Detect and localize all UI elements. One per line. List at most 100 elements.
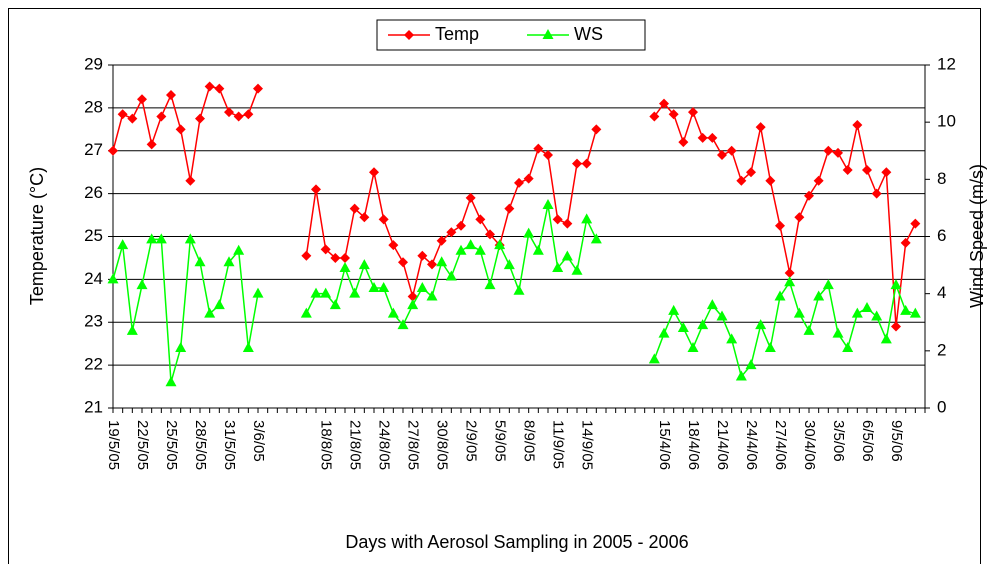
marker bbox=[523, 227, 535, 238]
marker bbox=[746, 167, 756, 178]
marker bbox=[252, 287, 264, 298]
marker bbox=[107, 273, 119, 284]
x-tick-label: 27/4/06 bbox=[772, 420, 789, 470]
marker bbox=[407, 291, 418, 302]
x-tick-label: 22/5/05 bbox=[134, 420, 151, 470]
y2-tick-label: 4 bbox=[937, 283, 946, 302]
marker bbox=[775, 220, 785, 231]
marker bbox=[881, 167, 892, 178]
marker bbox=[117, 109, 128, 120]
marker bbox=[668, 109, 679, 120]
marker bbox=[659, 98, 669, 109]
marker bbox=[484, 279, 496, 290]
marker bbox=[204, 81, 215, 92]
marker bbox=[852, 120, 863, 131]
x-tick-label: 2/9/05 bbox=[463, 420, 480, 462]
marker bbox=[349, 203, 360, 214]
marker bbox=[300, 307, 312, 318]
marker bbox=[146, 233, 158, 244]
marker bbox=[455, 244, 467, 255]
marker bbox=[195, 113, 205, 124]
marker bbox=[842, 341, 854, 352]
marker bbox=[862, 165, 872, 176]
marker bbox=[871, 310, 883, 321]
marker bbox=[823, 145, 834, 156]
x-tick-label: 3/6/05 bbox=[250, 420, 267, 462]
x-tick-label: 9/5/06 bbox=[888, 420, 905, 462]
marker bbox=[591, 124, 602, 135]
marker bbox=[880, 333, 892, 344]
marker bbox=[552, 261, 564, 272]
marker bbox=[233, 244, 245, 255]
marker bbox=[465, 192, 476, 203]
y2-axis-title: Wind Speed (m/s) bbox=[967, 164, 987, 308]
marker bbox=[794, 212, 805, 223]
marker bbox=[126, 324, 138, 335]
marker bbox=[223, 256, 235, 267]
marker bbox=[677, 321, 689, 332]
marker bbox=[320, 244, 331, 255]
marker bbox=[224, 107, 234, 118]
marker bbox=[832, 327, 844, 338]
marker bbox=[184, 233, 196, 244]
marker bbox=[117, 239, 129, 250]
marker bbox=[320, 287, 332, 298]
marker bbox=[765, 175, 776, 186]
y-tick-label: 25 bbox=[84, 226, 103, 245]
x-tick-label: 19/5/05 bbox=[105, 420, 122, 470]
marker bbox=[349, 287, 361, 298]
marker bbox=[513, 284, 525, 295]
x-tick-label: 14/9/05 bbox=[579, 420, 596, 470]
marker bbox=[416, 281, 428, 292]
marker bbox=[301, 250, 312, 261]
x-tick-label: 11/9/05 bbox=[550, 420, 567, 469]
marker bbox=[398, 257, 408, 268]
y2-tick-label: 2 bbox=[937, 340, 946, 359]
marker bbox=[562, 218, 573, 229]
marker bbox=[175, 341, 187, 352]
marker bbox=[658, 327, 670, 338]
marker bbox=[804, 190, 814, 201]
marker bbox=[813, 290, 825, 301]
marker bbox=[890, 279, 902, 290]
marker bbox=[156, 111, 167, 122]
marker bbox=[523, 173, 534, 184]
marker bbox=[755, 319, 767, 330]
marker bbox=[446, 227, 457, 238]
marker bbox=[891, 321, 901, 332]
marker bbox=[688, 107, 698, 118]
y-tick-label: 29 bbox=[84, 54, 103, 73]
marker bbox=[649, 111, 660, 122]
y2-tick-label: 12 bbox=[937, 54, 956, 73]
marker bbox=[330, 252, 341, 263]
marker bbox=[736, 175, 747, 186]
marker bbox=[726, 333, 738, 344]
marker bbox=[465, 239, 477, 250]
marker bbox=[581, 213, 593, 224]
legend-marker bbox=[404, 30, 414, 40]
legend-label: Temp bbox=[435, 24, 479, 44]
marker bbox=[194, 256, 206, 267]
marker bbox=[378, 214, 389, 225]
y2-tick-label: 6 bbox=[937, 226, 946, 245]
y-axis-title: Temperature (°C) bbox=[27, 167, 47, 305]
x-tick-label: 18/4/06 bbox=[685, 420, 702, 470]
marker bbox=[214, 83, 225, 94]
marker bbox=[456, 220, 466, 231]
marker bbox=[339, 261, 351, 272]
marker bbox=[910, 218, 921, 229]
marker bbox=[407, 299, 419, 310]
marker bbox=[397, 319, 409, 330]
marker bbox=[185, 175, 196, 186]
y-tick-label: 28 bbox=[84, 97, 103, 116]
marker bbox=[833, 147, 843, 158]
marker bbox=[426, 290, 438, 301]
marker bbox=[387, 307, 399, 318]
x-tick-label: 24/8/05 bbox=[376, 420, 393, 470]
marker bbox=[687, 341, 699, 352]
x-tick-label: 21/4/06 bbox=[714, 420, 731, 470]
marker bbox=[716, 310, 728, 321]
x-tick-label: 8/9/05 bbox=[521, 420, 538, 462]
marker bbox=[822, 279, 834, 290]
